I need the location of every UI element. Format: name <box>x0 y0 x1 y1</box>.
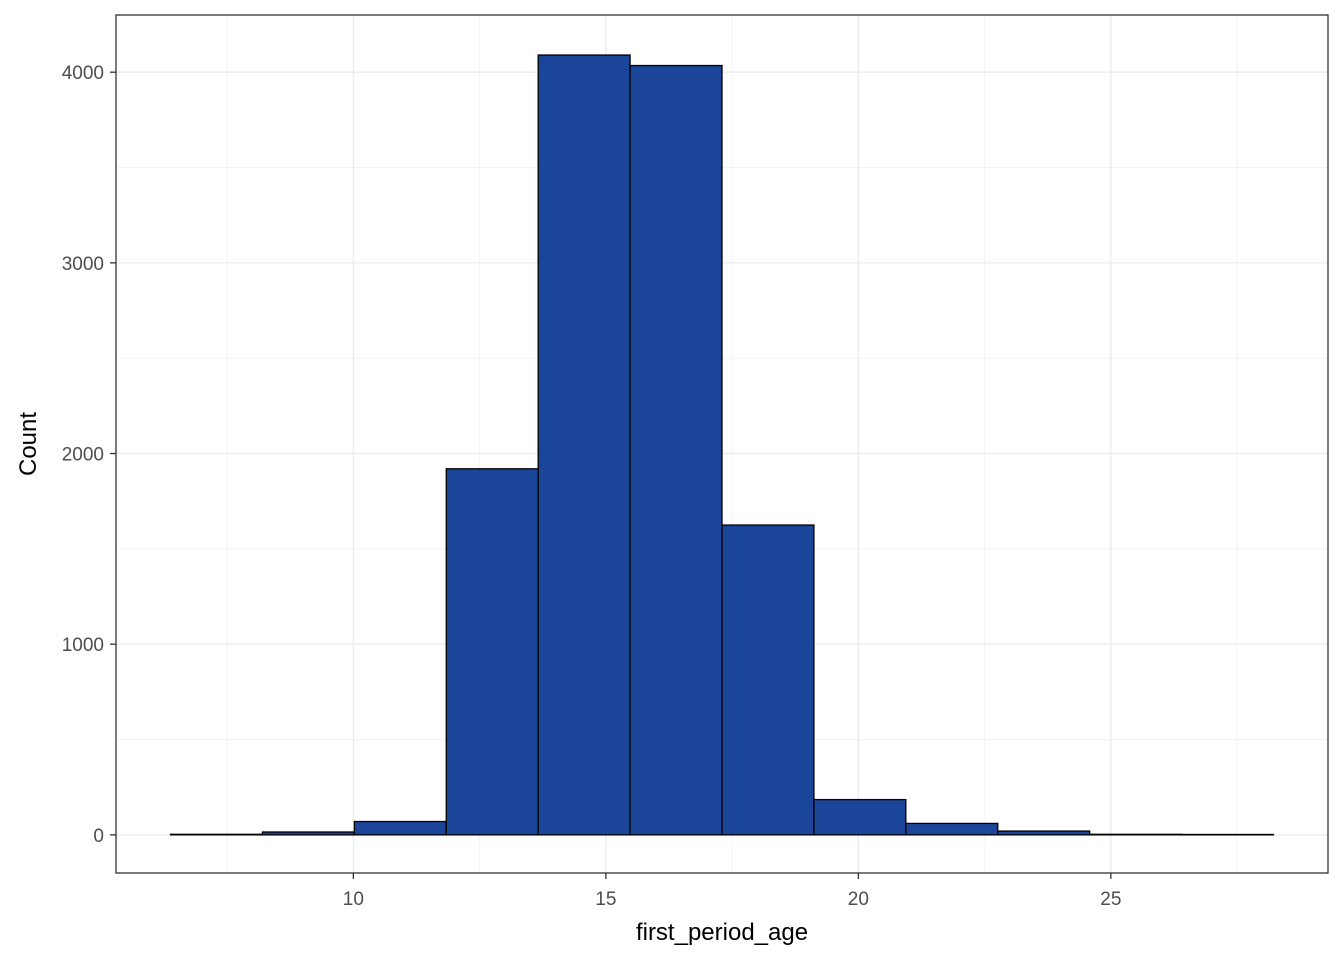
x-tick-label: 20 <box>848 889 869 910</box>
histogram-bar <box>353 820 447 836</box>
histogram-bar <box>1088 833 1183 836</box>
y-tick-label: 3000 <box>62 254 104 275</box>
x-axis-ticks: 10 15 20 25 <box>343 873 1121 910</box>
histogram-bar <box>997 830 1091 836</box>
histogram-bar <box>445 468 539 836</box>
histogram-bar <box>537 54 631 836</box>
y-tick-label: 0 <box>93 826 104 847</box>
panel-border <box>115 14 1329 874</box>
x-tick-label: 10 <box>343 889 364 910</box>
histogram-bar <box>169 833 264 836</box>
histogram-bars <box>169 54 1275 836</box>
histogram-bar <box>629 64 723 836</box>
x-axis-title: first_period_age <box>636 919 808 946</box>
y-tick-label: 4000 <box>62 63 104 84</box>
histogram-bar <box>721 524 815 836</box>
x-tick-label: 15 <box>595 889 616 910</box>
histogram-bar <box>905 822 999 836</box>
y-tick-label: 1000 <box>62 635 104 656</box>
y-axis-title: Count <box>15 412 42 476</box>
y-tick-label: 2000 <box>62 445 104 466</box>
histogram-bar <box>261 831 356 836</box>
histogram-bar <box>813 798 907 836</box>
y-axis-ticks: 0 1000 2000 3000 4000 <box>62 63 116 847</box>
x-tick-label: 25 <box>1100 889 1121 910</box>
